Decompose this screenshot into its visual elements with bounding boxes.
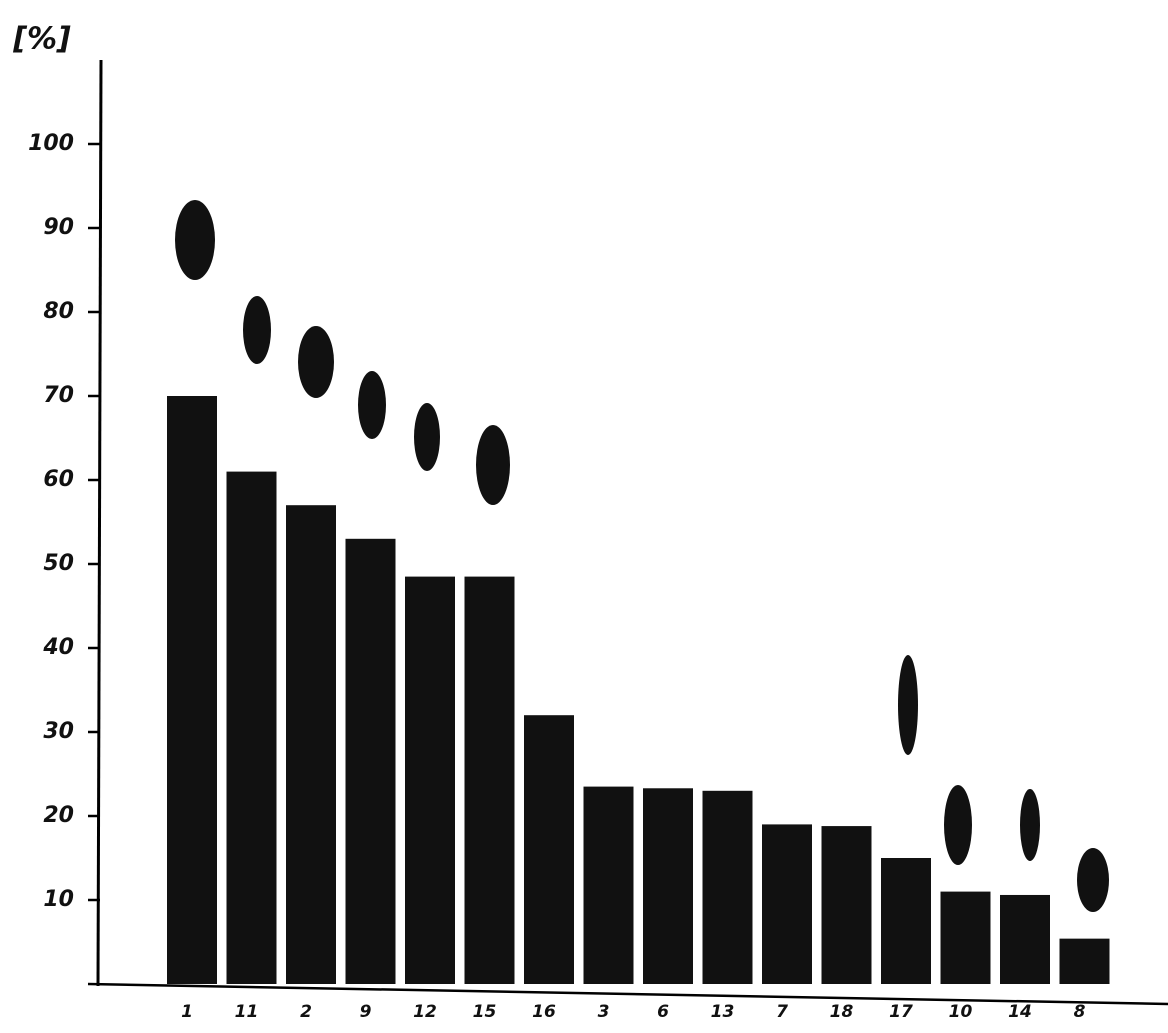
bar <box>465 577 515 984</box>
y-tick-label: 50 <box>43 551 74 576</box>
bar <box>822 826 872 984</box>
x-tick-label: 15 <box>473 1002 497 1022</box>
y-tick-label: 90 <box>43 215 74 240</box>
y-tick-label: 80 <box>43 299 74 324</box>
y-tick-label: 30 <box>43 719 74 744</box>
bar <box>167 396 217 984</box>
y-axis-label: [%] <box>12 22 71 57</box>
x-tick-label: 17 <box>889 1002 913 1022</box>
x-tick-label: 12 <box>413 1002 437 1022</box>
bar <box>346 539 396 984</box>
bar <box>405 577 455 984</box>
bar <box>881 858 931 984</box>
x-tick-label: 13 <box>711 1002 735 1022</box>
page: [%] 102030405060708090100111291215163613… <box>0 0 1168 1033</box>
y-tick-label: 10 <box>43 887 74 912</box>
x-tick-label: 1 <box>181 1002 193 1022</box>
bar <box>1000 895 1050 984</box>
x-tick-label: 7 <box>776 1002 788 1022</box>
x-tick-label: 11 <box>235 1002 259 1022</box>
chart: [%] 102030405060708090100111291215163613… <box>0 0 1168 1033</box>
x-tick-label: 3 <box>598 1002 610 1022</box>
bar <box>524 715 574 984</box>
x-tick-label: 16 <box>532 1002 556 1022</box>
y-tick-label: 100 <box>28 131 74 156</box>
y-tick-label: 40 <box>42 635 74 660</box>
x-tick-label: 8 <box>1074 1002 1086 1022</box>
x-tick-label: 14 <box>1008 1002 1032 1022</box>
bar <box>584 787 634 984</box>
y-tick-label: 60 <box>43 467 74 492</box>
y-tick-label: 70 <box>43 383 74 408</box>
bar <box>703 791 753 984</box>
x-tick-label: 9 <box>360 1002 372 1022</box>
bar <box>286 505 336 984</box>
y-axis <box>98 60 101 986</box>
x-axis <box>88 984 1168 1004</box>
bar <box>762 824 812 984</box>
bar <box>227 472 277 984</box>
bar <box>643 788 693 984</box>
bar <box>1060 939 1110 984</box>
y-tick-label: 20 <box>43 803 74 828</box>
x-tick-label: 10 <box>949 1002 973 1022</box>
bar <box>941 892 991 984</box>
x-tick-label: 6 <box>657 1002 669 1022</box>
x-tick-label: 2 <box>300 1002 312 1022</box>
x-tick-label: 18 <box>830 1002 854 1022</box>
